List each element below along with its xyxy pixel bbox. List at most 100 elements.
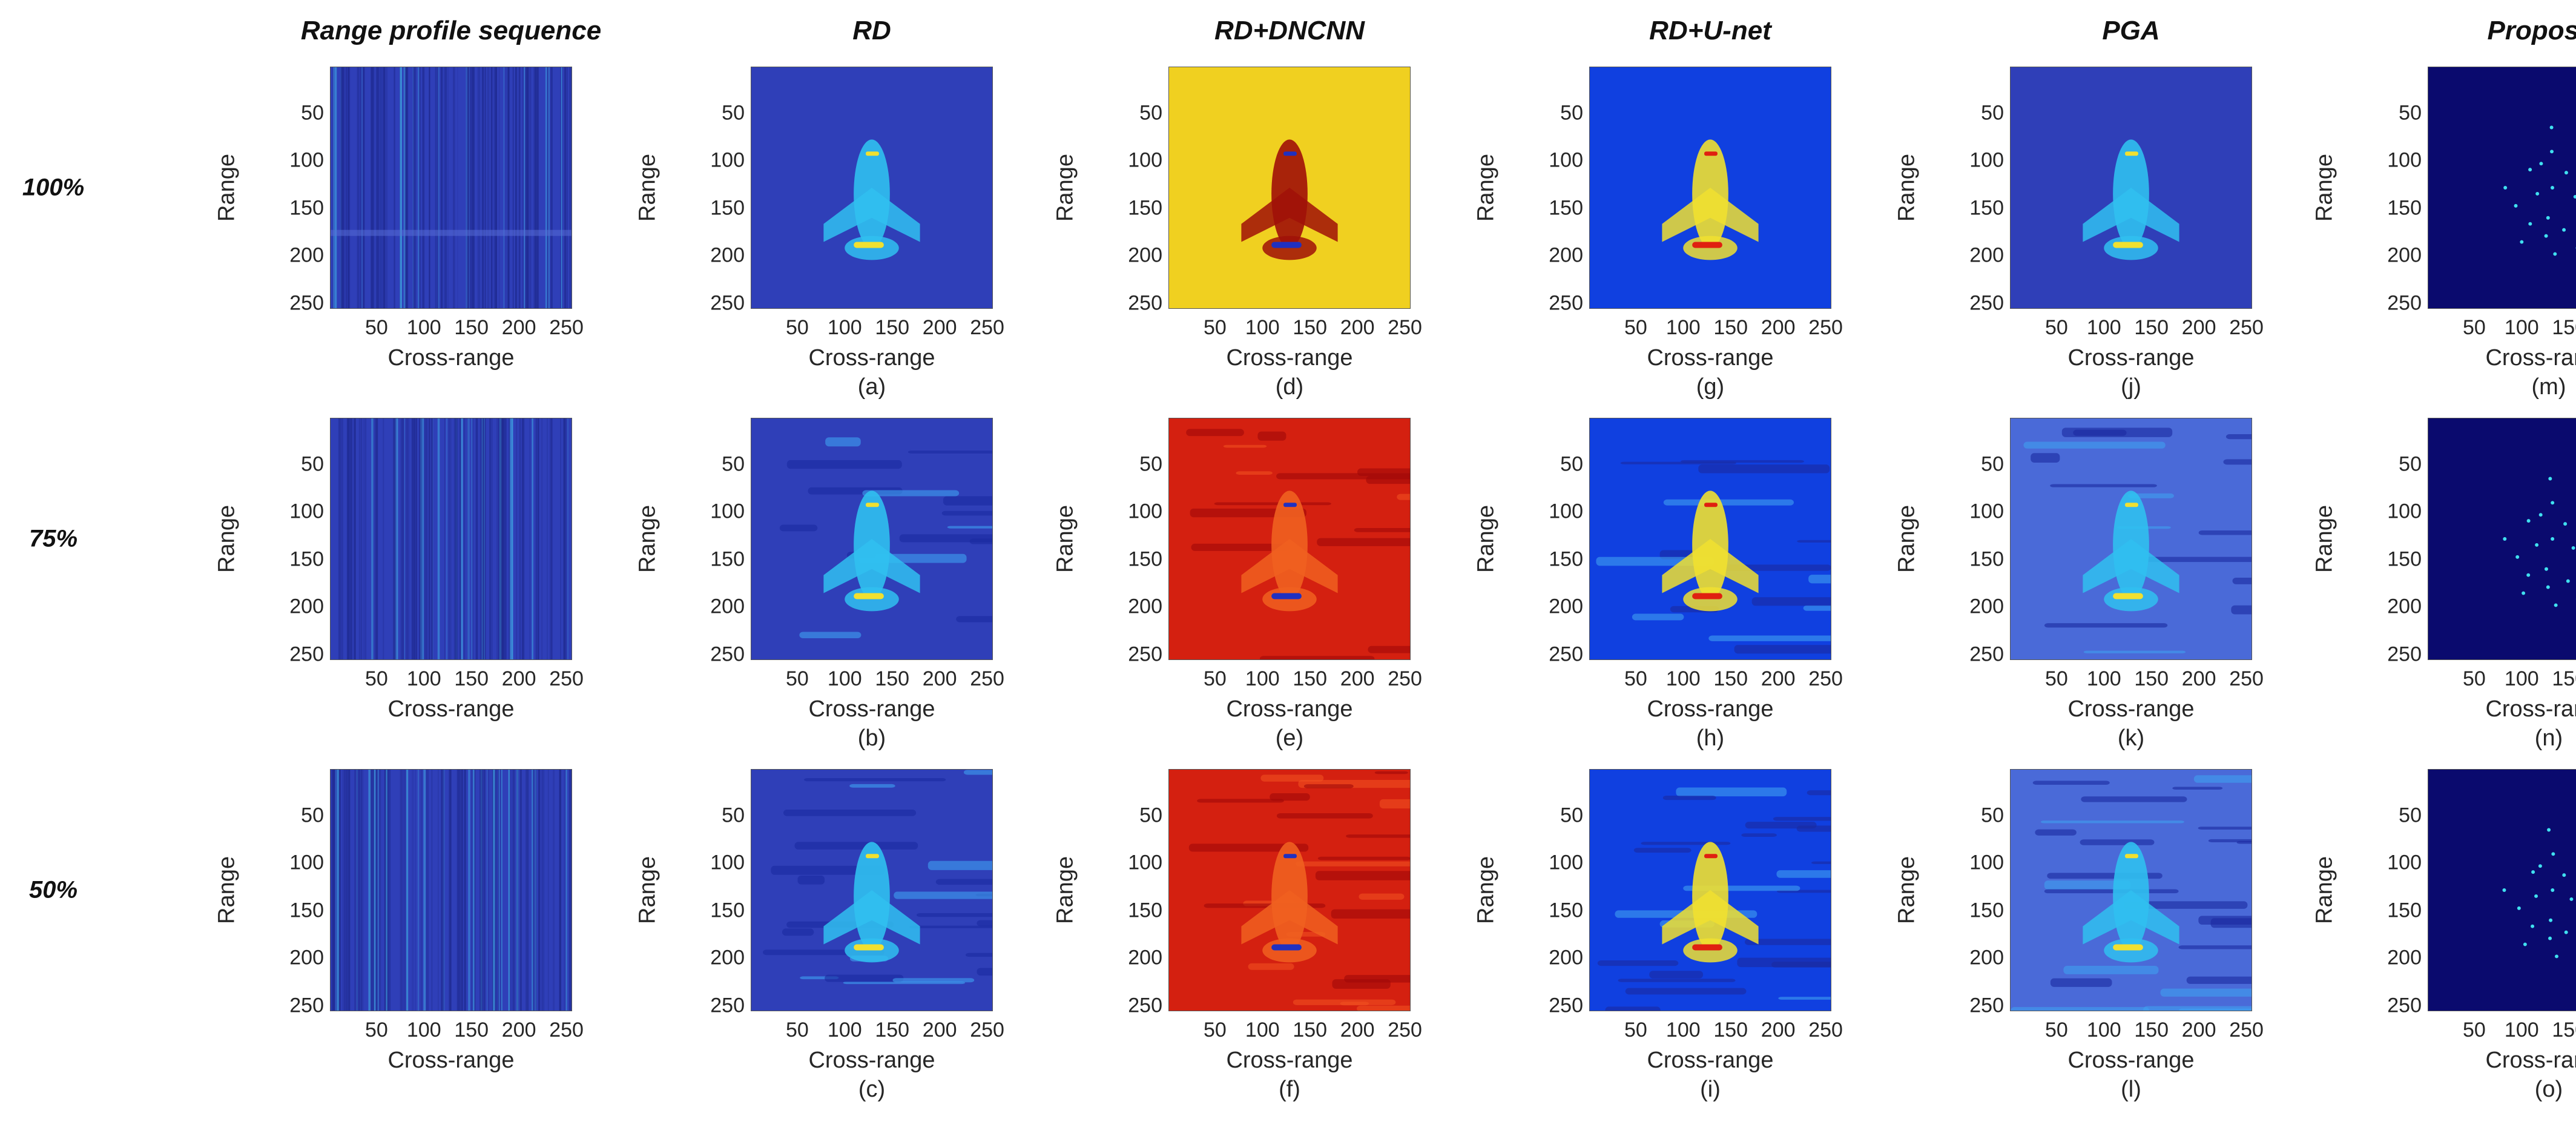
y-tick-label: 100	[1128, 851, 1162, 874]
y-tick-label: 100	[289, 500, 324, 523]
x-axis-label: Cross-range	[808, 1048, 935, 1073]
radar-image	[751, 418, 992, 659]
y-axis-label: Range	[2311, 154, 2337, 222]
y-tick-label: 50	[301, 101, 324, 125]
panel-sublabel: (g)	[1696, 374, 1725, 400]
radar-image	[2428, 418, 2576, 659]
x-axis-label: Cross-range	[808, 345, 935, 371]
y-tick-label: 250	[1549, 994, 1583, 1017]
x-tick-label: 200	[2181, 1018, 2216, 1042]
x-axis-label: Cross-range	[1226, 345, 1353, 371]
x-axis-label: Cross-range	[1647, 696, 1774, 722]
x-axis-label: Cross-range	[2485, 696, 2576, 722]
y-axis-label: Range	[1894, 505, 1920, 573]
x-tick-label: 250	[1808, 1018, 1843, 1042]
y-tick-label: 200	[2387, 243, 2422, 267]
y-tick-label: 200	[1549, 595, 1583, 618]
x-tick-label: 50	[364, 1018, 388, 1042]
panel-sublabel: (c)	[858, 1077, 886, 1102]
column-title: Range profile sequence	[300, 16, 602, 45]
y-tick-label: 100	[2387, 148, 2422, 172]
image-plot	[751, 418, 993, 660]
image-plot	[330, 769, 572, 1011]
panel-sublabel: (d)	[1275, 374, 1304, 400]
x-tick-label: 250	[549, 1018, 584, 1042]
y-tick-label: 200	[1128, 946, 1162, 969]
y-tick-label: 200	[1969, 595, 2004, 618]
y-tick-label: 150	[289, 196, 324, 220]
y-tick-label: 250	[289, 642, 324, 666]
x-tick-label: 100	[827, 667, 862, 690]
y-axis-label: Range	[634, 505, 660, 573]
y-tick-label: 200	[2387, 946, 2422, 969]
y-tick-label: 200	[1969, 243, 2004, 267]
x-tick-label: 100	[2086, 1018, 2121, 1042]
image-plot	[330, 67, 572, 309]
y-tick-label: 150	[2387, 899, 2422, 922]
image-panel: 5010015020025050100150200250RangeCross-r…	[2312, 769, 2576, 1102]
panel-sublabel: (a)	[857, 374, 886, 400]
y-tick-label: 150	[2387, 196, 2422, 220]
x-tick-label: 150	[2134, 1018, 2169, 1042]
x-tick-label: 250	[549, 316, 584, 339]
y-axis-label: Range	[1894, 154, 1920, 222]
image-plot	[2428, 67, 2576, 309]
y-tick-label: 50	[1981, 452, 2004, 476]
image-plot	[2428, 769, 2576, 1011]
y-tick-label: 50	[1981, 804, 2004, 827]
x-tick-label: 50	[364, 667, 388, 690]
x-axis-label: Cross-range	[1226, 1048, 1353, 1073]
x-tick-label: 150	[875, 316, 910, 339]
radar-image	[751, 770, 992, 1011]
x-tick-label: 150	[1713, 667, 1748, 690]
x-tick-label: 50	[1624, 667, 1647, 690]
y-tick-label: 150	[1969, 899, 2004, 922]
x-tick-label: 50	[2462, 1018, 2486, 1042]
column-title: Proposed	[2487, 16, 2576, 45]
y-tick-label: 50	[722, 804, 745, 827]
y-tick-label: 250	[710, 994, 745, 1017]
radar-image	[1590, 67, 1831, 308]
x-tick-label: 150	[1713, 1018, 1748, 1042]
x-tick-label: 200	[2181, 316, 2216, 339]
radar-image	[331, 67, 572, 308]
y-tick-label: 150	[289, 899, 324, 922]
x-axis-label: Cross-range	[1226, 696, 1353, 722]
y-tick-label: 50	[1139, 101, 1162, 125]
y-tick-label: 100	[1549, 148, 1583, 172]
x-tick-label: 50	[1203, 1018, 1227, 1042]
x-tick-label: 150	[454, 1018, 489, 1042]
x-tick-label: 100	[2086, 316, 2121, 339]
x-tick-label: 50	[1624, 316, 1647, 339]
radar-image	[2011, 770, 2252, 1011]
y-tick-label: 200	[1549, 946, 1583, 969]
x-tick-label: 250	[1388, 316, 1422, 339]
panel-sublabel: (h)	[1696, 725, 1725, 751]
x-axis-label: Cross-range	[2067, 696, 2195, 722]
y-tick-label: 100	[289, 851, 324, 874]
y-tick-label: 150	[1549, 899, 1583, 922]
y-tick-label: 250	[1549, 291, 1583, 315]
y-tick-label: 250	[1128, 994, 1162, 1017]
y-tick-label: 50	[722, 101, 745, 125]
x-tick-label: 200	[1340, 1018, 1375, 1042]
radar-image	[2428, 67, 2576, 308]
y-tick-label: 150	[1128, 547, 1162, 571]
image-plot	[2010, 769, 2252, 1011]
x-axis-label: Cross-range	[387, 345, 515, 371]
y-tick-label: 150	[1969, 547, 2004, 571]
x-tick-label: 200	[1761, 316, 1796, 339]
y-tick-label: 100	[1549, 500, 1583, 523]
x-tick-label: 150	[2552, 667, 2576, 690]
x-tick-label: 100	[406, 316, 441, 339]
x-tick-label: 150	[2552, 1018, 2576, 1042]
y-axis-label: Range	[214, 505, 240, 573]
x-tick-label: 200	[1340, 316, 1375, 339]
